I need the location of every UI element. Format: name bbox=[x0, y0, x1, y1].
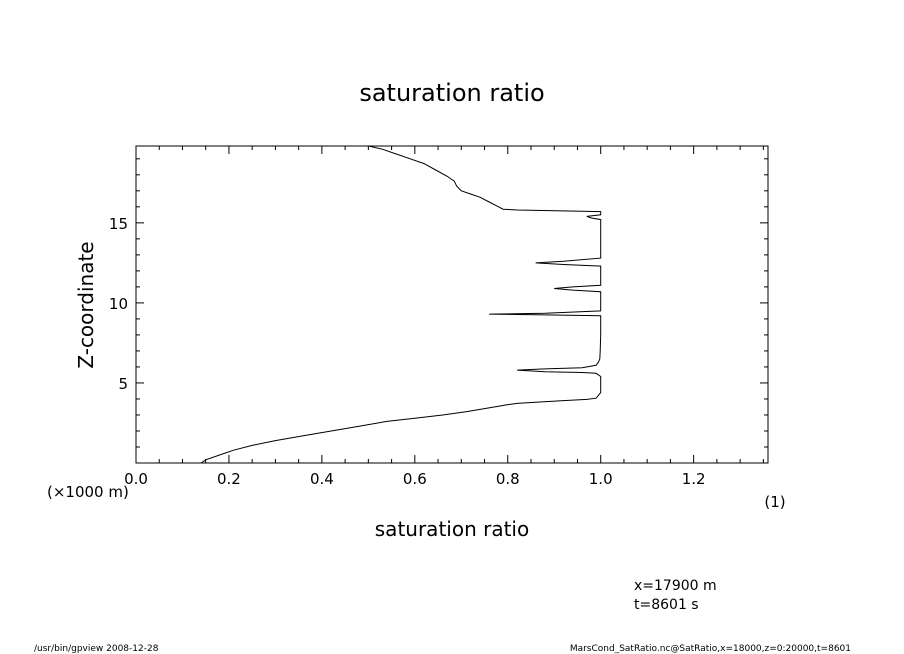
y-tick-label: 10 bbox=[109, 295, 128, 313]
y-unit-label: (×1000 m) bbox=[47, 483, 129, 501]
y-axis-ticks: 5 10 15 bbox=[109, 158, 768, 448]
x-axis-ticks: 0.0 0.2 0.4 0.6 0.8 1.0 1.2 bbox=[124, 146, 764, 488]
x-axis-label: saturation ratio bbox=[375, 517, 529, 541]
x-tick-label: 1.0 bbox=[589, 470, 613, 488]
y-tick-label: 5 bbox=[118, 375, 128, 393]
footer-source: MarsCond_SatRatio.nc@SatRatio,x=18000,z=… bbox=[570, 644, 851, 654]
x-tick-label: 0.6 bbox=[403, 470, 427, 488]
x-position-annotation: x=17900 m bbox=[634, 578, 717, 594]
x-unit-label: (1) bbox=[764, 493, 785, 511]
plot-frame bbox=[135, 145, 769, 464]
y-axis-label: Z-coordinate bbox=[74, 241, 98, 368]
x-tick-label: 0.4 bbox=[310, 470, 334, 488]
time-annotation: t=8601 s bbox=[634, 597, 699, 613]
chart-title: saturation ratio bbox=[359, 79, 544, 107]
x-tick-label: 0.0 bbox=[124, 470, 148, 488]
x-tick-label: 0.8 bbox=[496, 470, 520, 488]
x-tick-label: 0.2 bbox=[217, 470, 241, 488]
footer-program: /usr/bin/gpview 2008-12-28 bbox=[34, 644, 159, 654]
x-tick-label: 1.2 bbox=[682, 470, 706, 488]
series-line-saturation-ratio bbox=[200, 145, 602, 464]
y-tick-label: 15 bbox=[109, 215, 128, 233]
